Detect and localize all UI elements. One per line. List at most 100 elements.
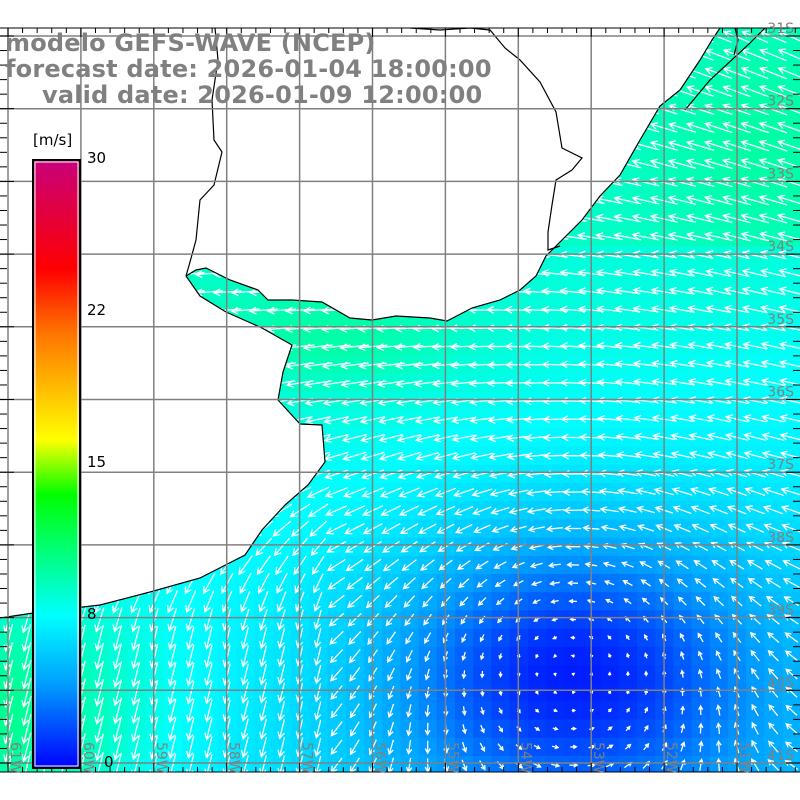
wind-arrow — [639, 561, 653, 569]
wind-arrow — [401, 559, 417, 572]
wind-arrow — [673, 523, 691, 533]
lon-label: 55W — [444, 742, 460, 774]
wind-arrow — [277, 664, 286, 686]
wind-arrow — [677, 596, 687, 606]
wind-arrow — [698, 740, 704, 753]
model-title: modelo GEFS-WAVE (NCEP) — [5, 29, 376, 57]
wind-arrow — [687, 286, 714, 295]
wind-arrow — [204, 736, 213, 759]
wind-arrow — [330, 667, 343, 682]
wind-arrow — [566, 561, 580, 568]
wind-arrow — [596, 414, 622, 423]
wind-arrow — [535, 654, 539, 659]
wind-arrow — [222, 663, 231, 687]
wind-arrow — [387, 649, 396, 664]
wind-arrow — [644, 633, 649, 641]
wind-arrow — [329, 630, 344, 645]
wind-arrow — [377, 416, 404, 425]
wind-arrow — [760, 359, 786, 368]
speed-cell — [746, 756, 765, 772]
wind-arrow — [112, 697, 123, 725]
wind-arrow — [668, 305, 695, 313]
wind-arrow — [637, 524, 655, 532]
wind-arrow — [259, 718, 268, 740]
wind-arrow — [345, 558, 364, 572]
lon-label: 58W — [226, 742, 242, 774]
wind-arrow — [550, 599, 559, 604]
wind-arrow — [309, 520, 328, 537]
wind-arrow — [595, 268, 623, 277]
wind-arrow — [600, 524, 618, 532]
wind-arrow — [715, 668, 722, 679]
wind-arrow — [185, 662, 195, 687]
coastline-north — [185, 28, 721, 322]
wind-arrow — [776, 139, 800, 152]
wind-arrow — [762, 505, 784, 515]
wind-arrow — [461, 759, 468, 772]
lat-lon-grid — [0, 28, 800, 772]
wind-arrow — [497, 743, 504, 752]
wind-arrow — [632, 341, 659, 350]
wind-arrow — [130, 607, 141, 633]
wind-arrow — [564, 525, 582, 532]
lat-label: 33S — [767, 166, 794, 182]
wind-arrow — [167, 626, 177, 651]
wind-arrow — [461, 651, 467, 661]
wind-arrow — [777, 48, 800, 62]
wind-arrow — [112, 661, 123, 689]
wind-arrow — [475, 560, 489, 570]
wind-arrow — [680, 705, 685, 715]
lat-label: 32S — [767, 94, 794, 110]
wind-arrow — [348, 648, 361, 664]
wind-arrow — [479, 652, 485, 661]
wind-arrow — [618, 524, 636, 532]
wind-arrow — [687, 359, 713, 368]
speed-cell — [564, 756, 583, 772]
wind-arrow — [498, 653, 503, 660]
wind-arrow — [94, 697, 105, 726]
wind-arrow — [458, 578, 470, 589]
wind-arrow — [764, 560, 782, 570]
wind-arrow — [768, 704, 779, 717]
wind-arrow — [526, 507, 546, 515]
wind-arrow — [131, 753, 141, 772]
wind-arrow — [641, 597, 650, 605]
wind-arrow — [238, 555, 253, 576]
wind-arrow — [313, 664, 322, 685]
wind-arrow — [767, 667, 779, 680]
wind-arrow — [740, 158, 770, 170]
wind-arrow — [744, 505, 765, 515]
wind-arrow — [607, 726, 613, 731]
wind-arrow — [424, 668, 430, 681]
wind-arrow — [643, 742, 650, 751]
wind-arrow — [687, 304, 714, 314]
wind-arrow — [222, 626, 231, 650]
lon-label: 52W — [663, 742, 679, 774]
wind-arrow — [740, 121, 770, 134]
wind-arrow — [748, 595, 762, 607]
wind-arrow — [568, 598, 577, 604]
wind-arrow — [222, 608, 232, 632]
wind-arrow — [534, 690, 539, 695]
wind-arrow — [603, 580, 615, 586]
wind-arrow — [692, 542, 709, 552]
wind-arrow — [549, 580, 560, 586]
wind-arrow — [167, 644, 177, 669]
wind-arrow — [277, 682, 286, 704]
wind-arrow — [256, 555, 271, 576]
coastline-south — [0, 275, 326, 619]
wind-arrow — [704, 231, 733, 242]
wind-arrow — [381, 523, 401, 535]
wind-arrow — [633, 414, 658, 423]
wind-arrow — [479, 634, 485, 643]
wind-arrow — [348, 630, 362, 645]
wind-arrow — [614, 268, 641, 277]
wind-arrow — [780, 486, 800, 496]
wind-arrow — [397, 451, 421, 462]
wind-arrow — [488, 452, 512, 461]
wind-arrow — [240, 608, 250, 632]
wind-arrow — [167, 608, 178, 632]
wind-arrow — [640, 579, 651, 587]
wind-arrow — [461, 741, 468, 753]
wind-arrow — [697, 632, 704, 643]
